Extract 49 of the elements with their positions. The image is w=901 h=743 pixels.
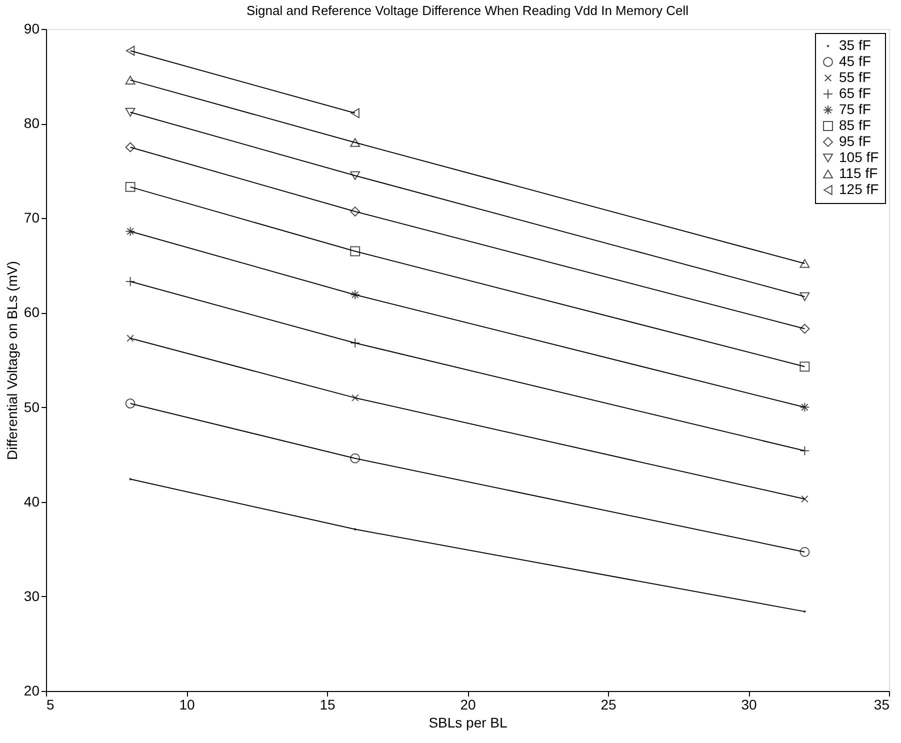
legend-label: 95 fF <box>839 133 871 149</box>
point <box>800 259 810 268</box>
point <box>125 182 136 192</box>
point <box>125 226 136 236</box>
point <box>800 324 810 334</box>
point <box>800 402 810 412</box>
x-tick-label: 10 <box>179 696 195 712</box>
x-tick-label: 5 <box>46 696 54 712</box>
legend-label: 105 fF <box>839 149 879 165</box>
legend-label: 65 fF <box>839 85 871 101</box>
point <box>350 453 360 464</box>
y-tick-label: 50 <box>24 398 40 415</box>
point <box>125 398 136 408</box>
y-tick-label: 90 <box>24 20 40 36</box>
point <box>125 142 136 152</box>
point <box>801 495 808 503</box>
point <box>350 138 360 147</box>
point <box>350 246 360 256</box>
point <box>351 394 359 402</box>
x-tick-label: 20 <box>460 696 476 712</box>
x-axis-title: SBLs per BL <box>428 714 508 730</box>
point <box>350 206 360 216</box>
x-tick-label: 30 <box>741 696 757 712</box>
legend-label: 55 fF <box>839 69 871 85</box>
point <box>125 108 136 117</box>
legend-label: 115 fF <box>839 165 878 181</box>
y-tick-label: 30 <box>24 588 40 604</box>
legend-label: 85 fF <box>839 117 871 133</box>
point <box>800 547 810 557</box>
x-tick-label: 25 <box>600 696 616 712</box>
x-tick-label: 15 <box>320 696 336 712</box>
legend-label: 125 fF <box>839 181 879 197</box>
point <box>125 76 136 84</box>
y-tick-label: 70 <box>24 210 40 226</box>
y-tick-label: 20 <box>24 682 40 698</box>
chart-title: Signal and Reference Voltage Difference When Reading Vdd In Memory Cell <box>246 3 689 18</box>
legend-label: 45 fF <box>839 53 871 69</box>
y-tick-label: 80 <box>24 115 40 132</box>
point <box>800 292 810 302</box>
y-axis-title: Differential Voltage on BLs (mV) <box>4 261 20 460</box>
y-tick-label: 60 <box>24 304 40 320</box>
legend-label: 35 fF <box>839 37 871 53</box>
point <box>350 290 360 300</box>
point <box>800 362 810 372</box>
x-tick-label: 35 <box>874 696 890 712</box>
y-tick-label: 40 <box>24 493 40 510</box>
legend-label: 75 fF <box>839 101 871 117</box>
point <box>350 171 360 180</box>
point <box>126 334 134 342</box>
